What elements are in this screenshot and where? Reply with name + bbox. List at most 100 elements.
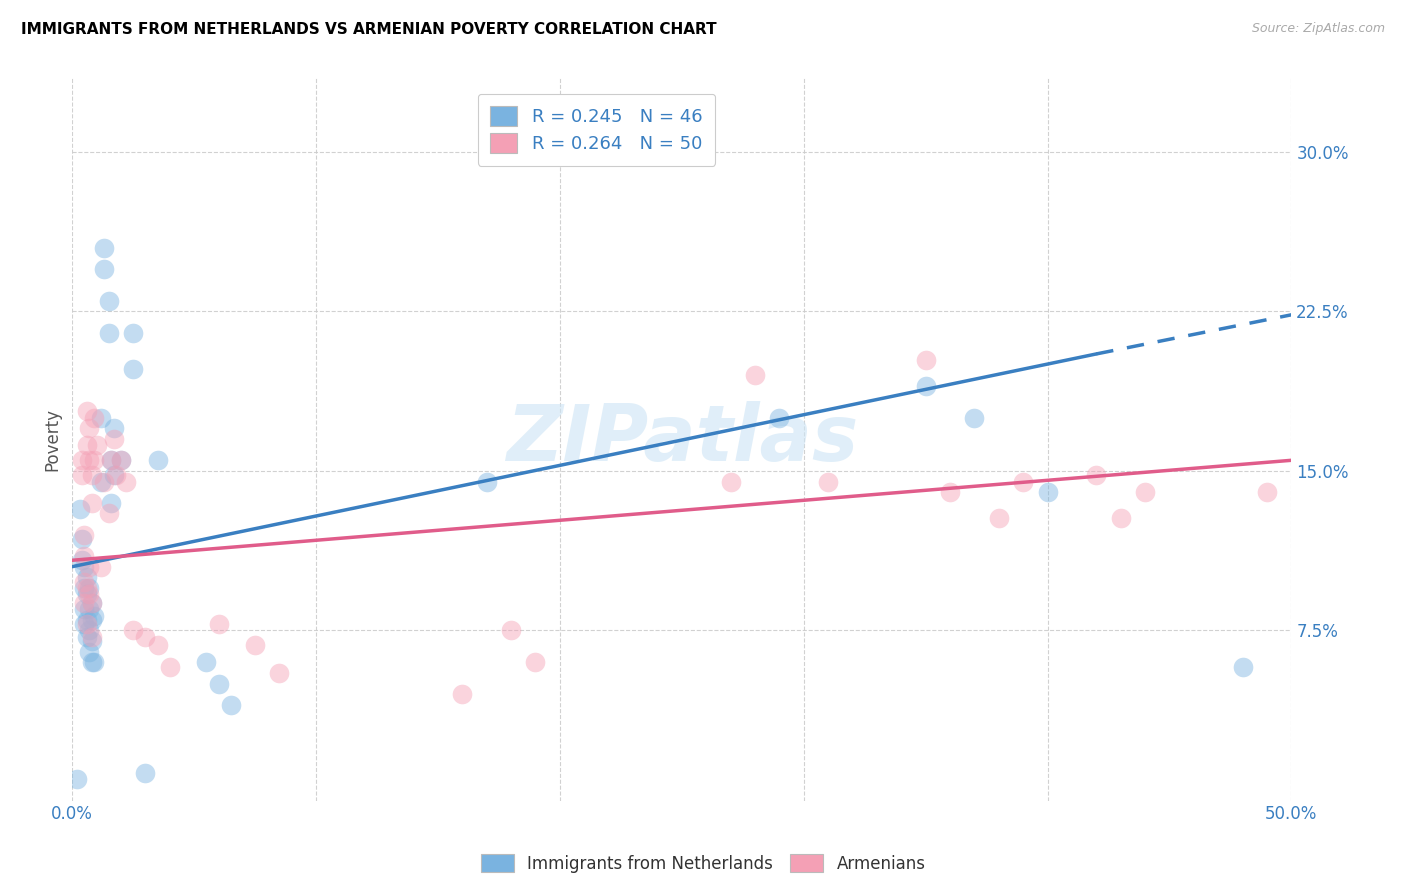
Point xyxy=(86,438,108,452)
Point xyxy=(159,659,181,673)
Legend: R = 0.245   N = 46, R = 0.264   N = 50: R = 0.245 N = 46, R = 0.264 N = 50 xyxy=(478,94,716,166)
Point xyxy=(73,574,96,589)
Point xyxy=(80,634,103,648)
Point xyxy=(70,532,93,546)
Point xyxy=(76,581,98,595)
Point xyxy=(90,410,112,425)
Point xyxy=(73,527,96,541)
Point xyxy=(219,698,242,712)
Point xyxy=(73,549,96,563)
Point xyxy=(80,468,103,483)
Text: ZIPatlas: ZIPatlas xyxy=(506,401,858,477)
Point xyxy=(105,468,128,483)
Point xyxy=(103,421,125,435)
Point xyxy=(79,421,101,435)
Point xyxy=(768,410,790,425)
Point xyxy=(914,353,936,368)
Y-axis label: Poverty: Poverty xyxy=(44,408,60,470)
Point xyxy=(1036,485,1059,500)
Point xyxy=(987,510,1010,524)
Point xyxy=(66,772,89,787)
Point xyxy=(73,617,96,632)
Point xyxy=(451,687,474,701)
Point xyxy=(110,453,132,467)
Point xyxy=(207,676,229,690)
Point xyxy=(79,453,101,467)
Point xyxy=(76,617,98,632)
Point xyxy=(110,453,132,467)
Point xyxy=(103,432,125,446)
Point xyxy=(76,570,98,584)
Point xyxy=(1133,485,1156,500)
Point xyxy=(122,624,145,638)
Point xyxy=(83,453,105,467)
Point xyxy=(73,602,96,616)
Legend: Immigrants from Netherlands, Armenians: Immigrants from Netherlands, Armenians xyxy=(474,847,932,880)
Point xyxy=(243,638,266,652)
Point xyxy=(80,596,103,610)
Point xyxy=(70,453,93,467)
Point xyxy=(76,587,98,601)
Point xyxy=(93,241,115,255)
Point xyxy=(1085,468,1108,483)
Point xyxy=(97,507,120,521)
Point xyxy=(134,766,156,780)
Point xyxy=(83,656,105,670)
Point xyxy=(90,475,112,489)
Point xyxy=(73,559,96,574)
Point xyxy=(76,630,98,644)
Point xyxy=(122,361,145,376)
Point xyxy=(80,596,103,610)
Point xyxy=(501,624,523,638)
Point xyxy=(207,617,229,632)
Point xyxy=(83,608,105,623)
Point xyxy=(100,453,122,467)
Point xyxy=(195,656,218,670)
Point xyxy=(79,581,101,595)
Point xyxy=(69,502,91,516)
Point xyxy=(122,326,145,340)
Point xyxy=(1256,485,1278,500)
Point xyxy=(720,475,742,489)
Text: Source: ZipAtlas.com: Source: ZipAtlas.com xyxy=(1251,22,1385,36)
Point xyxy=(146,453,169,467)
Point xyxy=(939,485,962,500)
Point xyxy=(100,453,122,467)
Point xyxy=(76,438,98,452)
Point xyxy=(817,475,839,489)
Point xyxy=(93,261,115,276)
Point xyxy=(80,613,103,627)
Point xyxy=(80,656,103,670)
Point xyxy=(80,630,103,644)
Point xyxy=(1109,510,1132,524)
Point xyxy=(90,559,112,574)
Point xyxy=(914,379,936,393)
Point xyxy=(97,293,120,308)
Point xyxy=(76,613,98,627)
Point xyxy=(475,475,498,489)
Point xyxy=(73,596,96,610)
Point xyxy=(70,468,93,483)
Point xyxy=(97,326,120,340)
Point xyxy=(100,496,122,510)
Point xyxy=(146,638,169,652)
Point xyxy=(134,630,156,644)
Point xyxy=(1012,475,1035,489)
Point xyxy=(79,602,101,616)
Point xyxy=(73,581,96,595)
Point xyxy=(70,553,93,567)
Point xyxy=(1232,659,1254,673)
Point xyxy=(79,645,101,659)
Point xyxy=(80,496,103,510)
Point xyxy=(103,468,125,483)
Point xyxy=(524,656,547,670)
Point xyxy=(83,410,105,425)
Point xyxy=(269,665,291,680)
Point xyxy=(115,475,138,489)
Point xyxy=(79,559,101,574)
Point xyxy=(76,404,98,418)
Point xyxy=(744,368,766,383)
Point xyxy=(79,624,101,638)
Point xyxy=(963,410,986,425)
Point xyxy=(93,475,115,489)
